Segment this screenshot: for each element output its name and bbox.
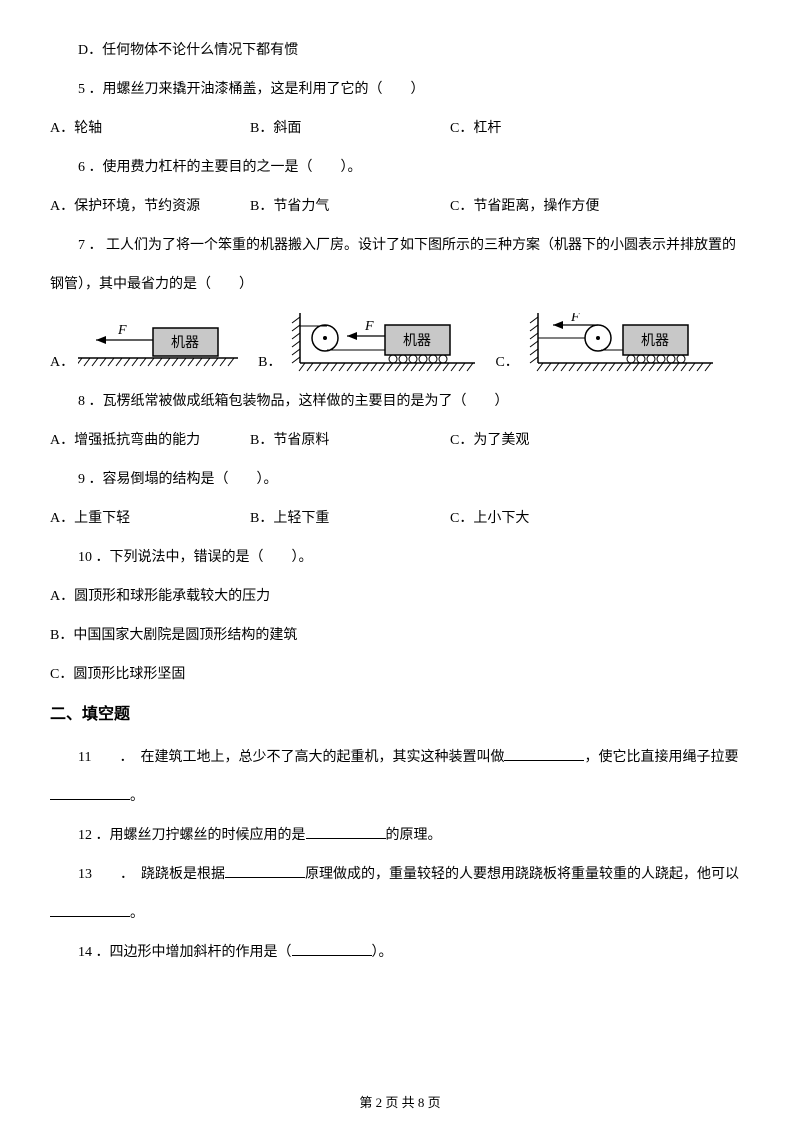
q8-options: A．增强抵抗弯曲的能力 B．节省原料 C．为了美观 bbox=[50, 430, 750, 451]
q6-opt-a: A．保护环境，节约资源 bbox=[50, 196, 250, 217]
q10-opt-c: C．圆顶形比球形坚固 bbox=[50, 664, 750, 685]
q10-text: 10 ．下列说法中，错误的是（ ）。 bbox=[50, 547, 750, 568]
q11-blank1[interactable] bbox=[504, 747, 584, 761]
page-footer: 第 2 页 共 8 页 bbox=[0, 1093, 800, 1113]
q12-p2: 的原理。 bbox=[386, 828, 442, 843]
option-d-previous: D．任何物体不论什么情况下都有惯 bbox=[50, 40, 750, 61]
q6-opt-c: C．节省距离，操作方便 bbox=[450, 196, 650, 217]
q13-p3: 。 bbox=[130, 906, 144, 921]
q9-opt-a: A．上重下轻 bbox=[50, 508, 250, 529]
q9-text: 9 ．容易倒塌的结构是（ ）。 bbox=[50, 469, 750, 490]
q11-p3: 。 bbox=[130, 789, 144, 804]
q13-p1: 13 ． 跷跷板是根据 bbox=[78, 867, 225, 882]
section-2-title: 二、填空题 bbox=[50, 703, 750, 727]
q7-diagram-c: C． 机器 F bbox=[495, 313, 712, 373]
q5-opt-b: B．斜面 bbox=[250, 118, 450, 139]
q6-options: A．保护环境，节约资源 B．节省力气 C．节省距离，操作方便 bbox=[50, 196, 750, 217]
q14-p2: ）。 bbox=[372, 945, 393, 960]
q12-p1: 12 ．用螺丝刀拧螺丝的时候应用的是 bbox=[78, 828, 306, 843]
machine-diagram-b-icon: 机器 F bbox=[285, 313, 475, 373]
svg-text:F: F bbox=[570, 313, 580, 325]
q13-blank2[interactable] bbox=[50, 903, 130, 917]
svg-text:机器: 机器 bbox=[171, 335, 199, 351]
q11-p2: ，使它比直接用绳子拉要 bbox=[584, 750, 738, 765]
svg-text:F: F bbox=[117, 323, 127, 338]
q7-diagram-b: B． 机器 F bbox=[258, 313, 475, 373]
q9-opt-b: B．上轻下重 bbox=[250, 508, 450, 529]
q11-p1: 11 ． 在建筑工地上，总少不了高大的起重机，其实这种装置叫做 bbox=[78, 750, 504, 765]
q8-opt-b: B．节省原料 bbox=[250, 430, 450, 451]
svg-text:机器: 机器 bbox=[403, 333, 431, 349]
q7-label-a: A． bbox=[50, 352, 74, 373]
q11-blank2[interactable] bbox=[50, 786, 130, 800]
q7-diagrams: A． 机器 F B． bbox=[50, 313, 750, 373]
q12: 12 ．用螺丝刀拧螺丝的时候应用的是 的原理。 bbox=[50, 825, 750, 846]
q10-opt-a: A．圆顶形和球形能承载较大的压力 bbox=[50, 586, 750, 607]
q12-blank[interactable] bbox=[306, 825, 386, 839]
q5-options: A．轮轴 B．斜面 C．杠杆 bbox=[50, 118, 750, 139]
q7-text-line1: 7 ． 工人们为了将一个笨重的机器搬入厂房。设计了如下图所示的三种方案（机器下的… bbox=[50, 235, 750, 256]
q11-line1: 11 ． 在建筑工地上，总少不了高大的起重机，其实这种装置叫做 ，使它比直接用绳子… bbox=[50, 747, 750, 768]
q5-opt-c: C．杠杆 bbox=[450, 118, 650, 139]
q7-text-line2: 钢管），其中最省力的是（ ） bbox=[50, 274, 750, 295]
q14-p1: 14 ．四边形中增加斜杆的作用是（ bbox=[78, 945, 292, 960]
machine-diagram-a-icon: 机器 F bbox=[78, 318, 238, 373]
q13-line1: 13 ． 跷跷板是根据 原理做成的，重量较轻的人要想用跷跷板将重量较重的人跷起，他… bbox=[50, 864, 750, 885]
q13-line2: 。 bbox=[50, 903, 750, 924]
q5-opt-a: A．轮轴 bbox=[50, 118, 250, 139]
q14: 14 ．四边形中增加斜杆的作用是（ ）。 bbox=[50, 942, 750, 963]
q5-text: 5 ．用螺丝刀来撬开油漆桶盖，这是利用了它的（ ） bbox=[50, 79, 750, 100]
q7-label-b: B． bbox=[258, 352, 281, 373]
q7-diagram-a: A． 机器 F bbox=[50, 318, 238, 373]
q9-opt-c: C．上小下大 bbox=[450, 508, 650, 529]
machine-diagram-c-icon: 机器 F bbox=[523, 313, 713, 373]
q9-options: A．上重下轻 B．上轻下重 C．上小下大 bbox=[50, 508, 750, 529]
q10-opt-b: B．中国国家大剧院是圆顶形结构的建筑 bbox=[50, 625, 750, 646]
q14-blank[interactable] bbox=[292, 942, 372, 956]
q11-line2: 。 bbox=[50, 786, 750, 807]
svg-text:机器: 机器 bbox=[641, 333, 669, 349]
q7-label-c: C． bbox=[495, 352, 518, 373]
q8-opt-a: A．增强抵抗弯曲的能力 bbox=[50, 430, 250, 451]
q6-opt-b: B．节省力气 bbox=[250, 196, 450, 217]
q8-opt-c: C．为了美观 bbox=[450, 430, 650, 451]
svg-text:F: F bbox=[364, 319, 374, 334]
q13-p2: 原理做成的，重量较轻的人要想用跷跷板将重量较重的人跷起，他可以 bbox=[305, 867, 739, 882]
q6-text: 6 ．使用费力杠杆的主要目的之一是（ ）。 bbox=[50, 157, 750, 178]
q13-blank1[interactable] bbox=[225, 864, 305, 878]
q8-text: 8 ．瓦楞纸常被做成纸箱包装物品，这样做的主要目的是为了（ ） bbox=[50, 391, 750, 412]
